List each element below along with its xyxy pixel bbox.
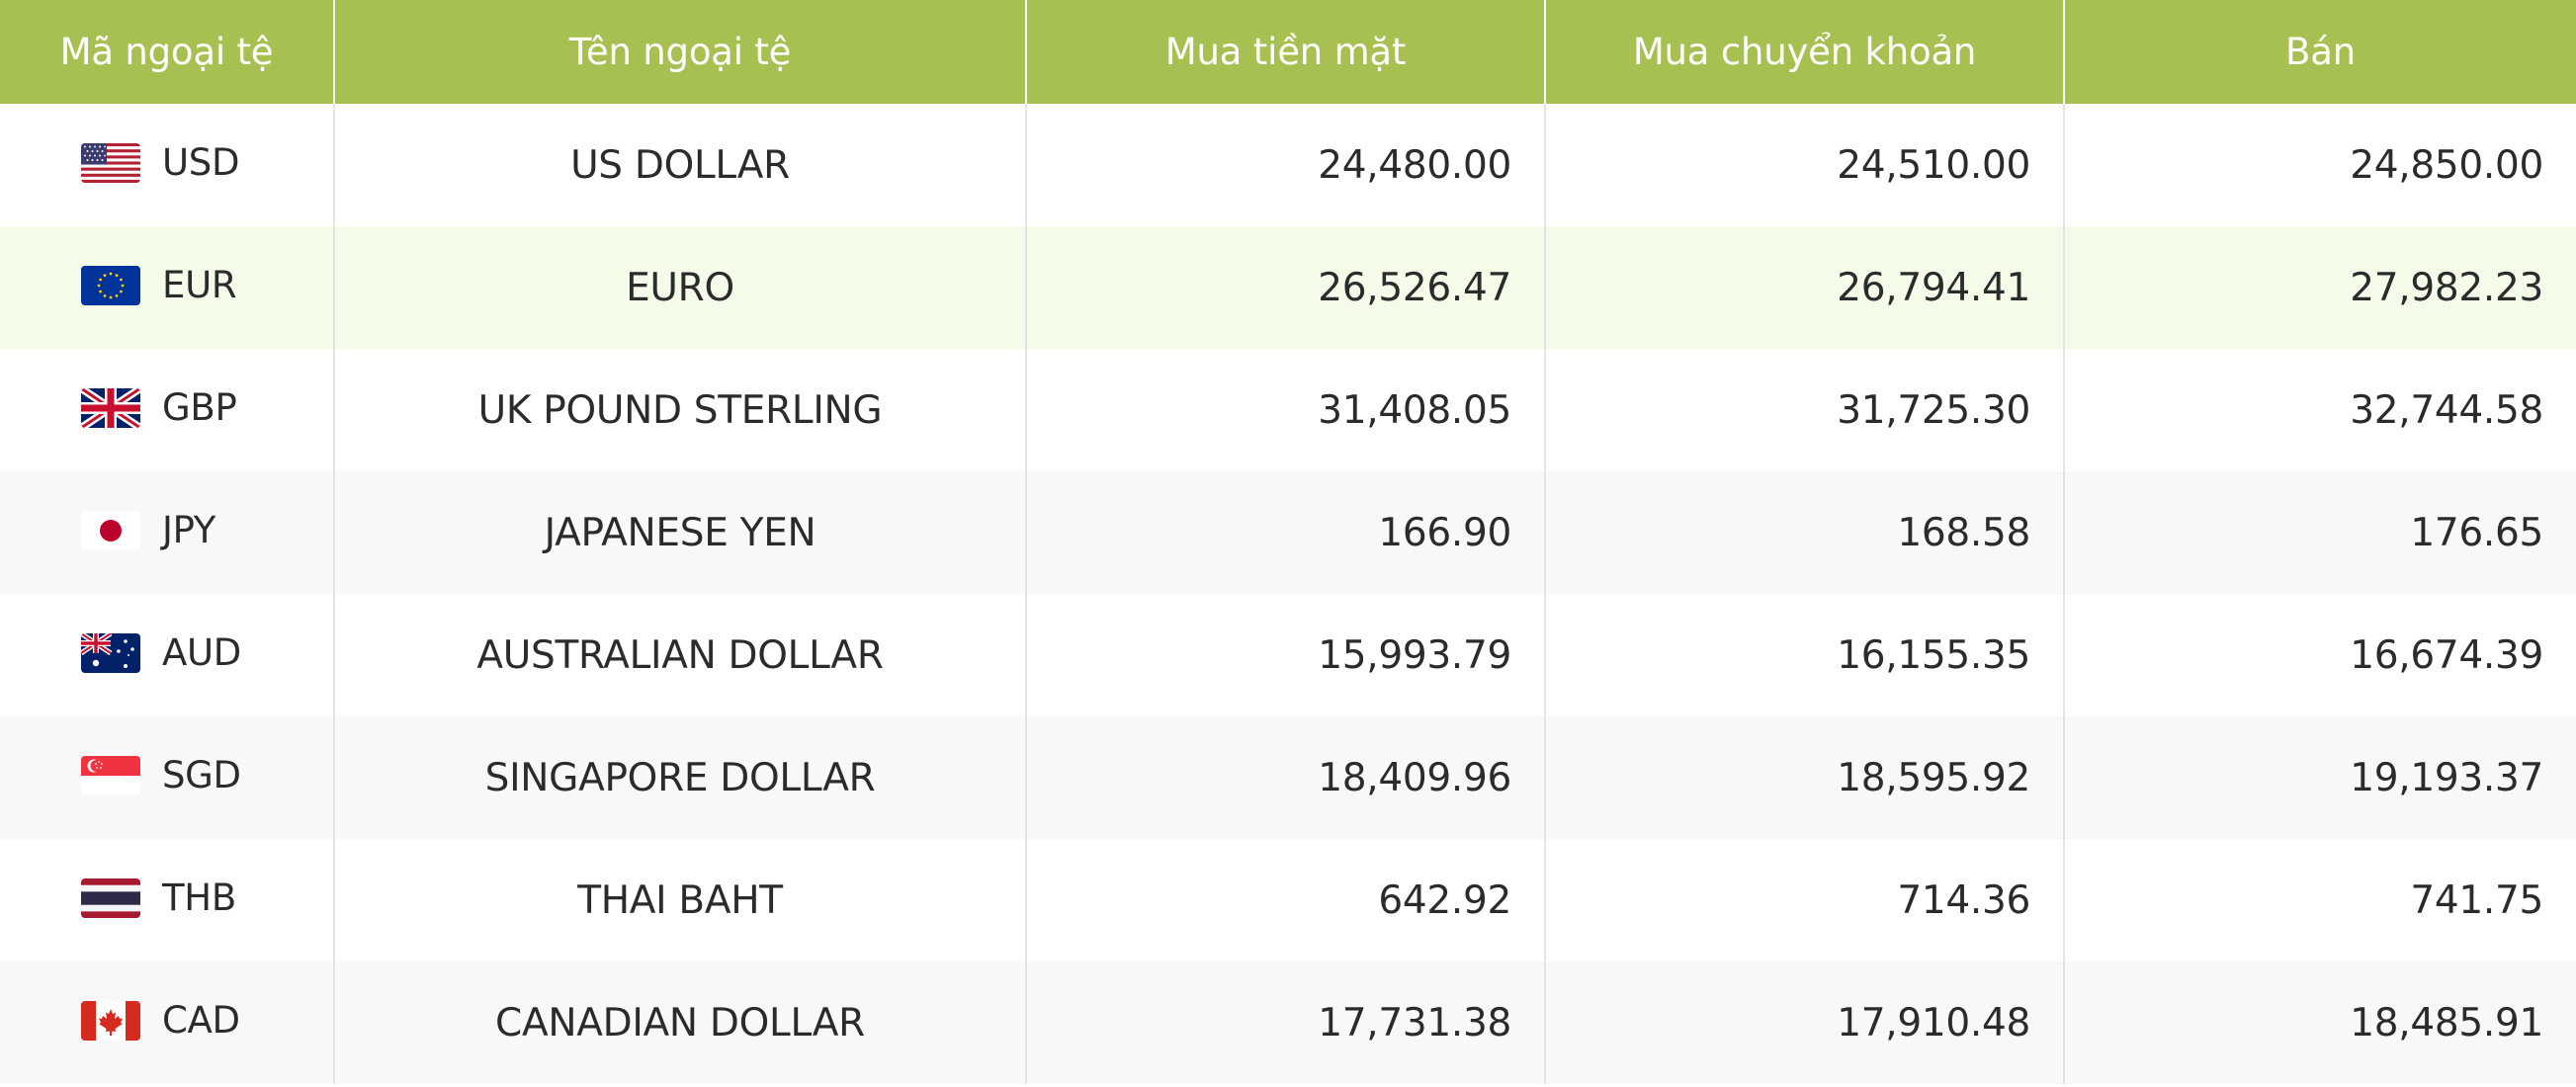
currency-name: CANADIAN DOLLAR: [334, 962, 1027, 1084]
currency-code-cell: GBP: [0, 349, 335, 471]
table-row-gbp: GBP UK POUND STERLING 31,408.05 31,725.3…: [0, 349, 2576, 471]
table-row-cad: CAD CANADIAN DOLLAR 17,731.38 17,910.48 …: [0, 962, 2576, 1084]
header-buy-cash[interactable]: Mua tiền mặt: [1026, 0, 1546, 104]
currency-code: EUR: [162, 264, 237, 306]
sell-value: 24,850.00: [2064, 104, 2576, 226]
buy-transfer-value: 24,510.00: [1545, 104, 2065, 226]
sell-value: 741.75: [2064, 839, 2576, 962]
buy-cash-value: 166.90: [1026, 471, 1546, 594]
australia-flag-icon: [81, 632, 140, 673]
currency-code: AUD: [162, 631, 241, 674]
sell-value: 16,674.39: [2064, 594, 2576, 716]
currency-code-cell: EUR: [0, 226, 335, 349]
currency-name: UK POUND STERLING: [334, 349, 1027, 471]
currency-code: JPY: [162, 509, 216, 551]
buy-transfer-value: 16,155.35: [1545, 594, 2065, 716]
sell-value: 18,485.91: [2064, 962, 2576, 1084]
table-row-aud: AUD AUSTRALIAN DOLLAR 15,993.79 16,155.3…: [0, 594, 2576, 716]
currency-code-cell: JPY: [0, 471, 335, 594]
sell-value: 176.65: [2064, 471, 2576, 594]
header-currency-name[interactable]: Tên ngoại tệ: [334, 0, 1027, 104]
buy-cash-value: 24,480.00: [1026, 104, 1546, 226]
sell-value: 32,744.58: [2064, 349, 2576, 471]
table-header: Mã ngoại tệ Tên ngoại tệ Mua tiền mặt Mu…: [0, 0, 2576, 104]
currency-code-cell: AUD: [0, 594, 335, 716]
currency-code: USD: [162, 141, 240, 184]
buy-cash-value: 26,526.47: [1026, 226, 1546, 349]
header-sell[interactable]: Bán: [2064, 0, 2576, 104]
currency-name: JAPANESE YEN: [334, 471, 1027, 594]
buy-transfer-value: 168.58: [1545, 471, 2065, 594]
buy-transfer-value: 18,595.92: [1545, 716, 2065, 839]
buy-transfer-value: 31,725.30: [1545, 349, 2065, 471]
us-flag-icon: [81, 142, 140, 183]
buy-transfer-value: 714.36: [1545, 839, 2065, 962]
table-row-eur: EUR EURO 26,526.47 26,794.41 27,982.23: [0, 226, 2576, 349]
header-row: Mã ngoại tệ Tên ngoại tệ Mua tiền mặt Mu…: [0, 0, 2576, 104]
currency-name: EURO: [334, 226, 1027, 349]
canada-flag-icon: [81, 1000, 140, 1041]
table-row-thb: THB THAI BAHT 642.92 714.36 741.75: [0, 839, 2576, 962]
currency-code: THB: [162, 877, 236, 919]
table-row-usd: USD US DOLLAR 24,480.00 24,510.00 24,850…: [0, 104, 2576, 226]
uk-flag-icon: [81, 387, 140, 428]
japan-flag-icon: [81, 510, 140, 550]
buy-cash-value: 18,409.96: [1026, 716, 1546, 839]
currency-code: GBP: [162, 386, 237, 429]
thailand-flag-icon: [81, 878, 140, 918]
buy-cash-value: 17,731.38: [1026, 962, 1546, 1084]
currency-name: SINGAPORE DOLLAR: [334, 716, 1027, 839]
currency-code-cell: THB: [0, 839, 335, 962]
sell-value: 27,982.23: [2064, 226, 2576, 349]
currency-code-cell: CAD: [0, 962, 335, 1084]
table-row-sgd: SGD SINGAPORE DOLLAR 18,409.96 18,595.92…: [0, 716, 2576, 839]
currency-code-cell: USD: [0, 104, 335, 226]
buy-transfer-value: 17,910.48: [1545, 962, 2065, 1084]
header-buy-transfer[interactable]: Mua chuyển khoản: [1545, 0, 2065, 104]
eu-flag-icon: [81, 265, 140, 305]
currency-code: CAD: [162, 999, 240, 1042]
singapore-flag-icon: [81, 755, 140, 795]
currency-code-cell: SGD: [0, 716, 335, 839]
currency-name: US DOLLAR: [334, 104, 1027, 226]
buy-transfer-value: 26,794.41: [1545, 226, 2065, 349]
header-currency-code[interactable]: Mã ngoại tệ: [0, 0, 335, 104]
table-body: USD US DOLLAR 24,480.00 24,510.00 24,850…: [0, 104, 2576, 1084]
currency-code: SGD: [162, 754, 241, 796]
buy-cash-value: 642.92: [1026, 839, 1546, 962]
sell-value: 19,193.37: [2064, 716, 2576, 839]
currency-name: THAI BAHT: [334, 839, 1027, 962]
currency-name: AUSTRALIAN DOLLAR: [334, 594, 1027, 716]
table-row-jpy: JPY JAPANESE YEN 166.90 168.58 176.65: [0, 471, 2576, 594]
buy-cash-value: 31,408.05: [1026, 349, 1546, 471]
buy-cash-value: 15,993.79: [1026, 594, 1546, 716]
